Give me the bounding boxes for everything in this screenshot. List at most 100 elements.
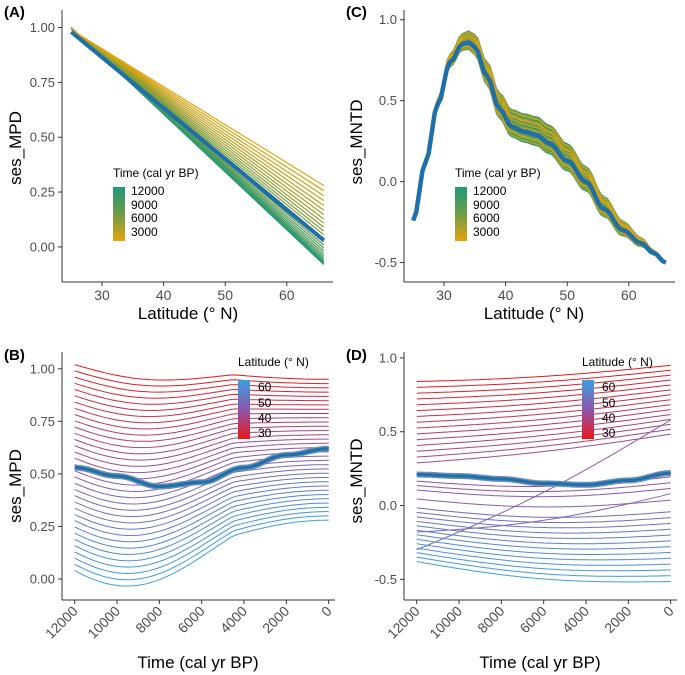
legend-colorbar-a bbox=[113, 187, 125, 241]
y-tick-label-d: -0.5 bbox=[375, 572, 397, 587]
panel-label-c: (C) bbox=[346, 4, 367, 21]
latitude-line bbox=[74, 425, 329, 449]
latitude-line bbox=[416, 520, 671, 534]
panel-a: (A) ses_MPD Latitude (° N) 0.000.250.500… bbox=[4, 4, 333, 323]
x-ticks-d: 12000 10000 8000 6000 4000 2000 0 bbox=[384, 600, 677, 642]
latitude-line bbox=[74, 417, 329, 436]
latitude-lines-d bbox=[416, 364, 671, 583]
mean-line-d bbox=[416, 470, 671, 488]
latitude-line bbox=[416, 493, 671, 533]
x-ticks-c: 30 40 50 60 bbox=[436, 282, 637, 303]
time-slice-line bbox=[70, 28, 325, 202]
mean-line bbox=[416, 471, 671, 487]
legend-colorbar-b bbox=[238, 380, 250, 439]
y-axis-label-a: ses_MPD bbox=[6, 111, 25, 185]
latitude-line bbox=[74, 485, 329, 537]
legend-label-b-1: 60 bbox=[258, 380, 272, 394]
y-axis-label-b: ses_MPD bbox=[6, 449, 25, 523]
time-slice-line bbox=[70, 29, 325, 186]
legend-title-d: Latitude (° N) bbox=[582, 355, 653, 369]
y-ticks-c: -0.5 0.0 0.5 1.0 bbox=[375, 12, 404, 270]
latitude-line bbox=[74, 506, 329, 568]
legend-title-a: Time (cal yr BP) bbox=[113, 166, 199, 180]
legend-colorbar-c bbox=[455, 187, 467, 241]
x-tick-label-d: 2000 bbox=[601, 603, 634, 636]
y-tick-label-b: 0.25 bbox=[30, 519, 55, 534]
y-tick-label-d: 0.5 bbox=[379, 424, 397, 439]
latitude-line bbox=[416, 516, 671, 529]
latitude-line bbox=[416, 428, 671, 458]
latitude-line bbox=[416, 511, 671, 524]
legend-label-a-3: 6000 bbox=[131, 211, 158, 225]
latitude-line bbox=[416, 534, 671, 550]
legend-label-d-1: 60 bbox=[602, 380, 616, 394]
latitude-line bbox=[74, 395, 329, 411]
time-slice-line bbox=[70, 29, 325, 197]
time-slice-line bbox=[412, 37, 667, 264]
y-tick-label-c: 0.5 bbox=[379, 93, 397, 108]
x-tick-label-a: 50 bbox=[217, 287, 233, 303]
latitude-line bbox=[416, 525, 671, 539]
latitude-line bbox=[74, 494, 329, 549]
latitude-line bbox=[416, 374, 671, 394]
latitude-line bbox=[416, 556, 671, 577]
legend-c: Time (cal yr BP) 12000 9000 6000 3000 bbox=[455, 166, 541, 241]
x-axis-label-b: Time (cal yr BP) bbox=[137, 653, 258, 672]
latitude-line bbox=[416, 369, 671, 388]
legend-title-c: Time (cal yr BP) bbox=[455, 166, 541, 180]
x-axis-label-d: Time (cal yr BP) bbox=[479, 653, 600, 672]
mean-line-b bbox=[74, 445, 329, 490]
latitude-line bbox=[416, 482, 671, 493]
legend-label-b-4: 30 bbox=[258, 426, 272, 440]
latitude-line bbox=[416, 529, 671, 545]
legend-colorbar-d bbox=[582, 380, 594, 439]
x-axis-label-c: Latitude (° N) bbox=[484, 304, 584, 323]
time-slice-line bbox=[412, 31, 667, 264]
latitude-lines-b bbox=[74, 364, 329, 587]
x-tick-label-c: 60 bbox=[621, 287, 637, 303]
mean-line bbox=[69, 30, 326, 242]
latitude-line bbox=[74, 489, 329, 543]
legend-label-c-1: 12000 bbox=[473, 184, 507, 198]
y-ticks-b: 0.00 0.25 0.50 0.75 1.00 bbox=[30, 361, 62, 586]
latitude-line bbox=[74, 481, 329, 530]
x-axis-label-a: Latitude (° N) bbox=[138, 304, 238, 323]
y-tick-label-a: 0.75 bbox=[30, 75, 55, 90]
latitude-line bbox=[416, 379, 671, 400]
mean-line-a bbox=[69, 30, 326, 242]
latitude-line bbox=[74, 438, 329, 467]
x-tick-label-d: 8000 bbox=[474, 603, 507, 636]
x-tick-label-b: 10000 bbox=[84, 603, 123, 642]
x-tick-label-a: 60 bbox=[279, 287, 295, 303]
latitude-line bbox=[416, 389, 671, 412]
x-tick-label-b: 2000 bbox=[259, 603, 292, 636]
y-ticks-a: 0.00 0.25 0.50 0.75 1.00 bbox=[30, 20, 62, 254]
y-tick-label-b: 0.00 bbox=[30, 571, 55, 586]
latitude-line bbox=[74, 511, 329, 574]
latitude-line bbox=[74, 464, 329, 505]
panel-b: (B) ses_MPD Time (cal yr BP) 0.00 0.25 0.5… bbox=[4, 347, 335, 672]
latitude-line bbox=[74, 413, 329, 430]
x-tick-label-d: 4000 bbox=[559, 603, 592, 636]
latitude-line bbox=[74, 477, 329, 524]
x-tick-label-d: 0 bbox=[660, 603, 677, 620]
x-tick-label-a: 30 bbox=[94, 287, 110, 303]
latitude-line bbox=[74, 498, 329, 555]
y-tick-label-a: 0.50 bbox=[30, 130, 55, 145]
latitude-line bbox=[416, 561, 671, 583]
time-slice-band-c bbox=[412, 30, 667, 264]
legend-label-b-3: 40 bbox=[258, 411, 272, 425]
x-tick-label-b: 0 bbox=[318, 603, 335, 620]
panel-label-d: (D) bbox=[346, 347, 367, 364]
latitude-line bbox=[74, 401, 329, 418]
latitude-line bbox=[74, 370, 329, 387]
latitude-line bbox=[74, 407, 329, 424]
mean-line bbox=[411, 39, 667, 265]
legend-title-b: Latitude (° N) bbox=[238, 355, 309, 369]
y-tick-label-d: 1.0 bbox=[379, 350, 397, 365]
latitude-line bbox=[74, 519, 329, 587]
latitude-line bbox=[416, 538, 671, 555]
x-ticks-a: 30 40 50 60 bbox=[94, 282, 295, 303]
y-axis-label-d: ses_MNTD bbox=[347, 438, 366, 523]
